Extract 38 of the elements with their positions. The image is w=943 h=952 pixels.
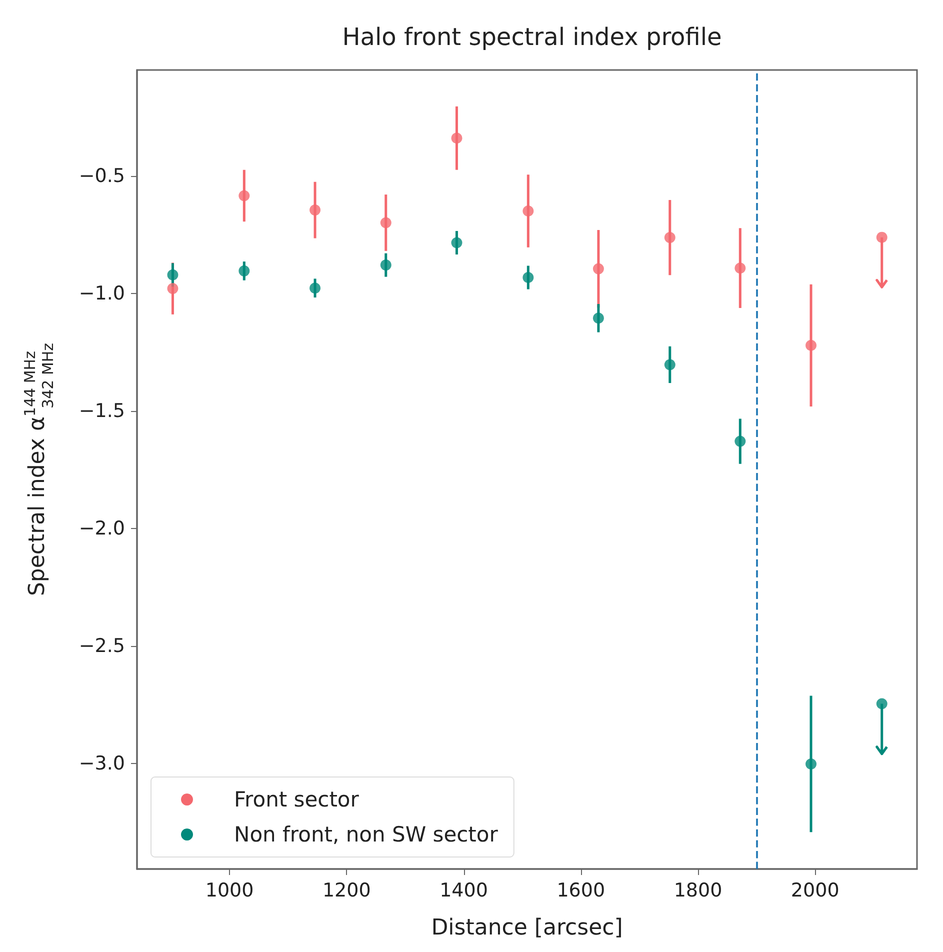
point: [592, 312, 604, 324]
x-axis-title: Distance [arcsec]: [431, 916, 623, 940]
chart-title: Halo front spectral index profile: [342, 23, 722, 51]
point: [664, 359, 676, 370]
point: [451, 237, 462, 248]
legend-label: Front sector: [234, 788, 360, 812]
y-tick-label: −1.5: [78, 400, 125, 422]
point: [380, 260, 392, 271]
point: [522, 206, 534, 216]
point: [734, 262, 746, 274]
y-tick-label: −0.5: [78, 164, 125, 187]
point: [806, 758, 817, 770]
y-tick-label: −2.5: [78, 634, 125, 657]
point: [734, 436, 746, 447]
x-tick-label: 1200: [322, 880, 371, 902]
point: [167, 269, 178, 280]
x-tick-label: 1600: [556, 880, 606, 902]
point: [310, 204, 321, 216]
point: [876, 698, 888, 710]
point: [592, 263, 604, 274]
point: [380, 217, 392, 228]
point: [167, 283, 178, 294]
y-tick-label: −2.0: [78, 517, 125, 540]
x-tick-label: 1400: [440, 880, 488, 902]
x-tick-label: 2000: [790, 880, 840, 902]
point: [238, 190, 250, 202]
x-tick-label: 1000: [205, 880, 254, 902]
point: [451, 132, 462, 144]
point: [664, 232, 676, 244]
y-tick-label: −1.0: [78, 282, 125, 304]
point: [238, 265, 250, 276]
point: [876, 232, 888, 243]
x-tick-label: 1800: [674, 880, 722, 902]
legend-label: Non front, non SW sector: [234, 822, 498, 846]
point: [310, 282, 321, 294]
y-tick-label: −3.0: [78, 752, 125, 774]
point: [522, 272, 534, 283]
point: [806, 340, 817, 351]
